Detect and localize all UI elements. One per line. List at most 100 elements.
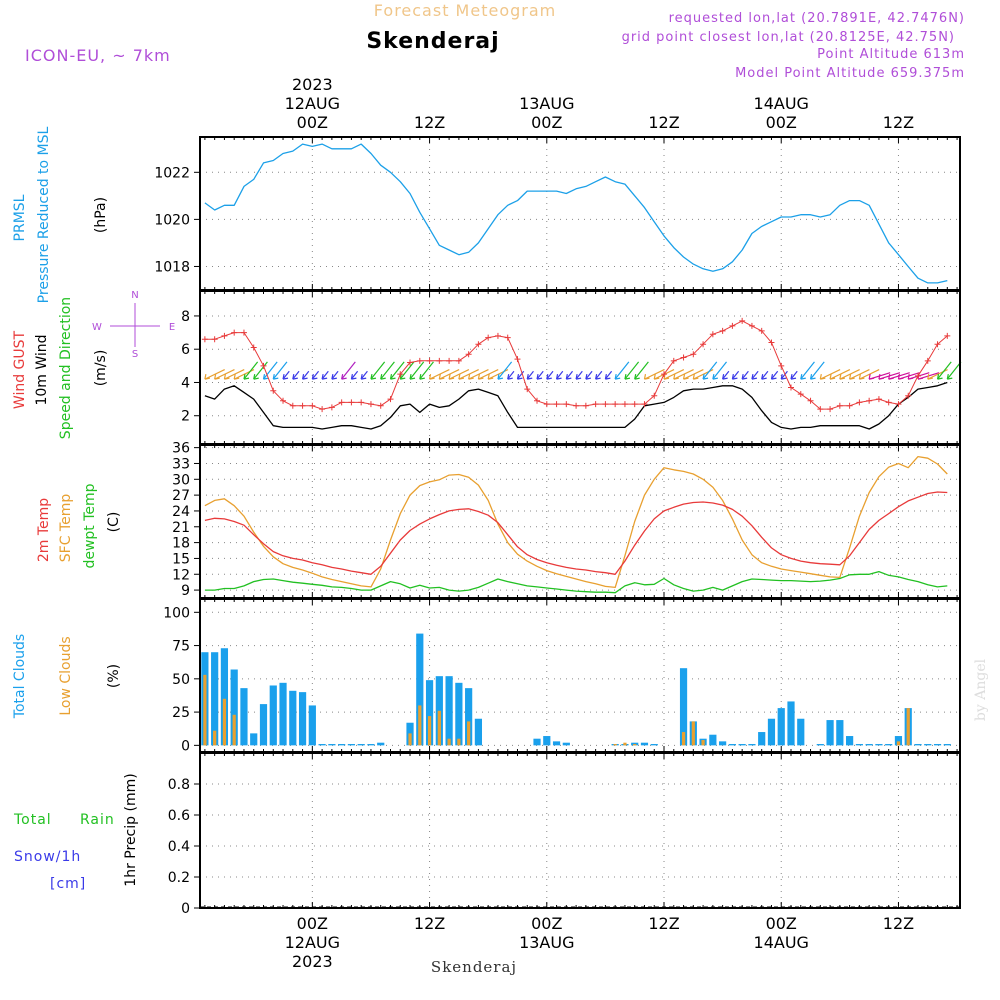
pressure-units: (hPa) — [93, 197, 109, 233]
wind-barb-head — [370, 377, 377, 380]
gust-marker — [348, 399, 355, 406]
wind-barb — [858, 369, 880, 380]
wind-barb-head — [360, 374, 363, 380]
wind-barb-head — [224, 377, 230, 380]
wind-barb-head — [361, 377, 367, 380]
gust-marker — [289, 402, 296, 409]
gust-marker — [534, 397, 541, 404]
wind-barb-shaft — [849, 369, 870, 380]
wind-barb-head — [897, 374, 901, 380]
gust-marker — [778, 362, 785, 369]
wind-barb — [751, 370, 759, 380]
compass-s: S — [132, 349, 138, 360]
wind-barb — [438, 369, 460, 380]
gust-marker — [602, 401, 609, 408]
watermark: by Angel — [973, 658, 989, 721]
wind-barb — [741, 370, 749, 380]
top-time-label: 12Z — [883, 113, 914, 132]
pressure-ytick-label: 1018 — [154, 259, 190, 275]
clouds-units: (%) — [106, 664, 122, 688]
wind-barb-head — [556, 377, 562, 380]
gust-marker — [592, 401, 599, 408]
wind-barb-head — [321, 374, 324, 380]
precip-cm-label: [cm] — [50, 876, 86, 892]
wind-barb — [555, 370, 564, 380]
wind-barb — [673, 369, 694, 380]
temperature-ytick-label: 24 — [172, 504, 190, 520]
precip-ytick-label: 0 — [181, 901, 190, 917]
gust-marker — [670, 357, 677, 364]
pressure-ytick-label: 1020 — [154, 212, 190, 228]
precip-rain-label: Rain — [80, 812, 115, 828]
wind-barb-head — [468, 374, 471, 380]
wind-barb-shaft — [331, 370, 339, 380]
wind-barb-head — [389, 374, 393, 380]
top-time-label: 2023 — [292, 75, 333, 94]
total-cloud-bar — [318, 744, 326, 746]
wind-barb-shaft — [575, 370, 583, 380]
wind-barb-shaft — [439, 369, 460, 380]
wind-barb-head — [419, 374, 422, 380]
wind-barb — [331, 370, 339, 380]
wind-barb-head — [751, 374, 754, 380]
wind-barb — [790, 370, 798, 380]
wind-barb — [428, 369, 450, 380]
wind-units: (m/s) — [93, 350, 109, 387]
total-cloud-bar — [875, 744, 883, 746]
gust-marker — [895, 401, 902, 408]
low-clouds-label: Low Clouds — [58, 636, 74, 715]
gust-marker — [866, 397, 873, 404]
wind-barb-head — [341, 374, 344, 380]
gust-marker — [729, 322, 736, 329]
wind-barb-head — [604, 374, 607, 380]
gust-marker — [797, 391, 804, 398]
bottom-time-label: 00Z — [531, 914, 562, 933]
wind-barb-head — [907, 374, 910, 380]
wind-ytick-label: 2 — [181, 409, 190, 425]
gust-marker — [211, 336, 218, 343]
total-cloud-bar — [240, 688, 248, 746]
wind-barb-head — [770, 374, 774, 380]
wind-barb — [682, 369, 704, 380]
wind-barb-shaft — [702, 361, 718, 380]
wind-barb — [809, 361, 825, 380]
gust-marker — [407, 359, 414, 366]
total-cloud-bar — [709, 734, 717, 746]
wind-barb-head — [937, 377, 943, 380]
wind-barb-head — [790, 377, 797, 380]
total-cloud-bar — [367, 744, 375, 746]
wind-barb-head — [409, 374, 412, 380]
wind-barb-head — [712, 377, 718, 380]
wind-barb-head — [282, 377, 289, 380]
low-cloud-bar — [232, 714, 236, 746]
dewpt-line — [204, 570, 948, 594]
wind-barb-head — [253, 377, 259, 380]
wind-barb-head — [311, 374, 314, 380]
wind-barb-shaft — [282, 370, 290, 380]
low-cloud-bar — [418, 705, 422, 746]
wind-barb-shaft — [741, 370, 749, 380]
clouds-ytick-label: 25 — [172, 705, 190, 721]
low-cloud-bar — [437, 710, 441, 746]
total-cloud-bar — [562, 742, 570, 746]
wind-barb — [243, 361, 259, 380]
wind-barb-shaft — [937, 361, 952, 380]
total-cloud-bar — [298, 692, 307, 746]
wind-barb — [575, 370, 583, 380]
wind-barb-shaft — [526, 370, 534, 380]
pressure-msl-label: Pressure Reduced to MSL — [36, 126, 52, 303]
wind-frame — [199, 290, 961, 445]
wind-barb-head — [282, 374, 285, 380]
wind-barb-head — [702, 374, 705, 380]
precip-ytick-label: 0.4 — [168, 839, 190, 855]
wind10m-line — [204, 381, 948, 430]
total-cloud-bar — [230, 669, 238, 746]
total-cloud-bar — [474, 718, 483, 746]
total-cloud-bar — [347, 744, 356, 746]
wind-barb-head — [654, 377, 660, 380]
wind-barb — [722, 370, 730, 380]
wind-barb-head — [683, 377, 689, 380]
wind-barb-head — [781, 377, 787, 380]
wind-barb-head — [488, 377, 494, 380]
